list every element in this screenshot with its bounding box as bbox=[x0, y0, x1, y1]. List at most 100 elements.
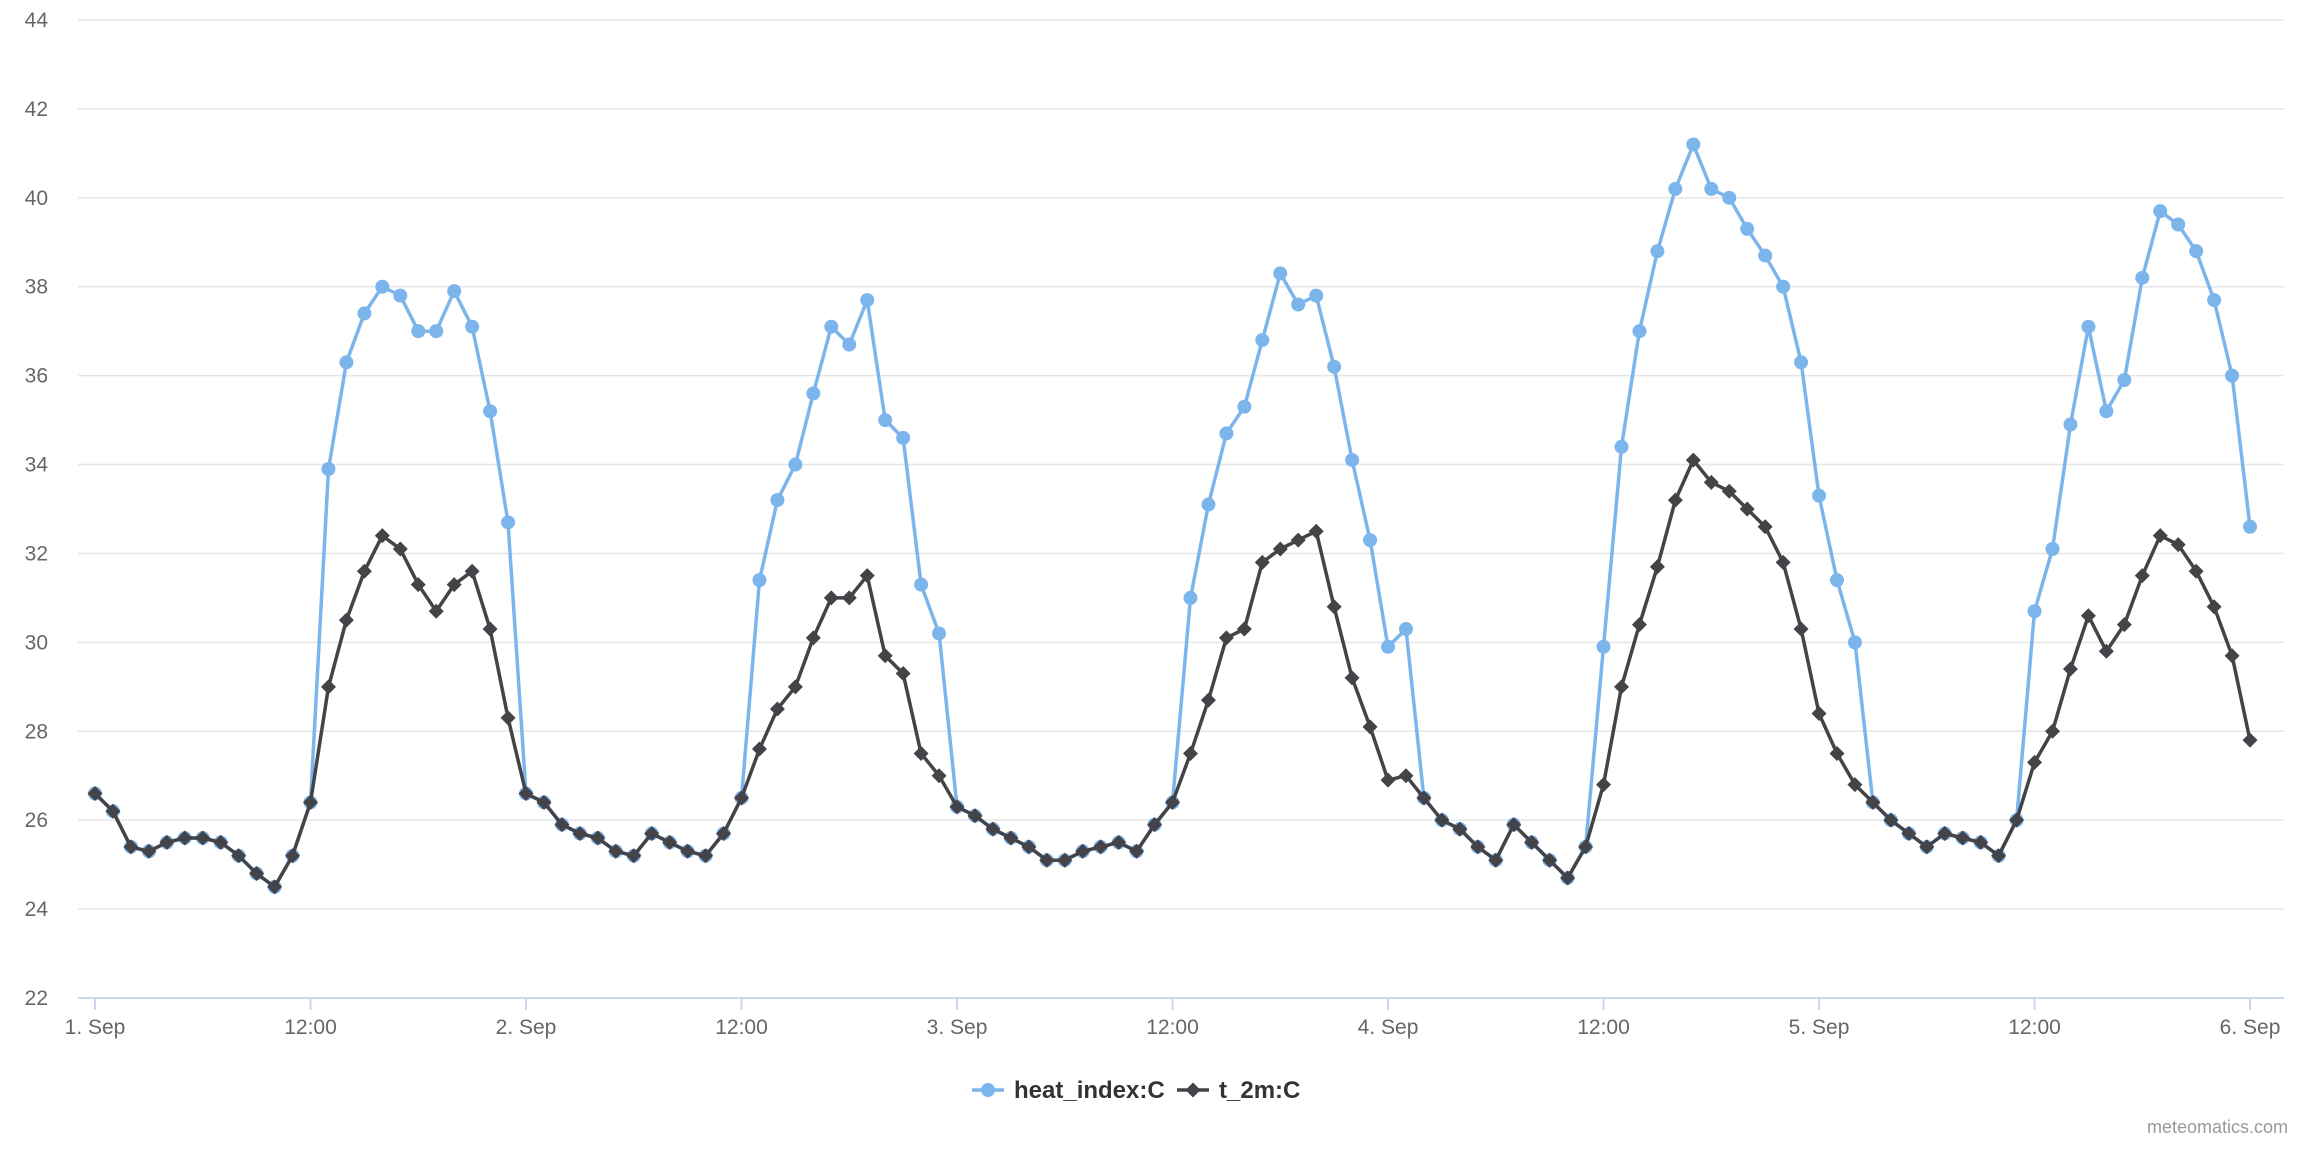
series-line[interactable] bbox=[93, 458, 2252, 889]
data-point[interactable] bbox=[2171, 217, 2186, 232]
data-point[interactable] bbox=[195, 830, 211, 846]
data-point[interactable] bbox=[2045, 542, 2060, 557]
data-point[interactable] bbox=[1165, 794, 1181, 810]
data-point[interactable] bbox=[1075, 843, 1091, 859]
data-point[interactable] bbox=[680, 843, 696, 859]
data-point[interactable] bbox=[1613, 679, 1629, 695]
data-point[interactable] bbox=[177, 830, 193, 846]
data-point[interactable] bbox=[1794, 355, 1809, 370]
data-point[interactable] bbox=[1847, 635, 1862, 650]
data-point[interactable] bbox=[1039, 852, 1055, 868]
data-point[interactable] bbox=[1721, 483, 1737, 499]
data-point[interactable] bbox=[1398, 768, 1414, 784]
data-point[interactable] bbox=[375, 279, 390, 294]
data-point[interactable] bbox=[1326, 599, 1342, 615]
data-point[interactable] bbox=[1003, 830, 1019, 846]
data-point[interactable] bbox=[2063, 417, 2078, 432]
data-point[interactable] bbox=[1452, 821, 1468, 837]
data-point[interactable] bbox=[1327, 359, 1342, 374]
data-point[interactable] bbox=[1668, 181, 1683, 196]
data-point[interactable] bbox=[141, 843, 157, 859]
data-point[interactable] bbox=[878, 413, 893, 428]
data-point[interactable] bbox=[1955, 830, 1971, 846]
data-point[interactable] bbox=[751, 741, 767, 757]
data-point[interactable] bbox=[1596, 777, 1612, 793]
data-point[interactable] bbox=[1757, 519, 1773, 535]
data-point[interactable] bbox=[770, 493, 785, 508]
data-point[interactable] bbox=[2153, 204, 2168, 219]
data-point[interactable] bbox=[1345, 453, 1360, 468]
data-point[interactable] bbox=[1416, 790, 1432, 806]
data-point[interactable] bbox=[500, 710, 516, 726]
data-point[interactable] bbox=[1308, 523, 1324, 539]
data-point[interactable] bbox=[914, 577, 929, 592]
data-point[interactable] bbox=[303, 794, 319, 810]
data-point[interactable] bbox=[1183, 590, 1198, 605]
data-point[interactable] bbox=[465, 319, 480, 334]
series-heat-index-c[interactable] bbox=[88, 137, 2258, 894]
data-point[interactable] bbox=[932, 626, 947, 641]
data-point[interactable] bbox=[1470, 839, 1486, 855]
data-point[interactable] bbox=[1291, 297, 1306, 312]
data-point[interactable] bbox=[823, 590, 839, 606]
data-point[interactable] bbox=[2062, 661, 2078, 677]
data-point[interactable] bbox=[1273, 266, 1288, 281]
data-point[interactable] bbox=[536, 794, 552, 810]
data-point[interactable] bbox=[824, 319, 839, 334]
data-point[interactable] bbox=[2188, 563, 2204, 579]
data-point[interactable] bbox=[1236, 621, 1252, 637]
data-point[interactable] bbox=[357, 306, 372, 321]
data-point[interactable] bbox=[410, 577, 426, 593]
data-point[interactable] bbox=[842, 337, 857, 352]
data-point[interactable] bbox=[123, 839, 139, 855]
data-point[interactable] bbox=[1883, 812, 1899, 828]
data-point[interactable] bbox=[895, 665, 911, 681]
data-point[interactable] bbox=[428, 603, 444, 619]
data-point[interactable] bbox=[1596, 639, 1611, 654]
legend-item[interactable]: t_2m:C bbox=[1177, 1077, 1300, 1104]
data-point[interactable] bbox=[501, 515, 516, 530]
data-point[interactable] bbox=[967, 808, 983, 824]
data-point[interactable] bbox=[1021, 839, 1037, 855]
data-point[interactable] bbox=[1182, 746, 1198, 761]
series-line[interactable] bbox=[93, 142, 2252, 889]
data-point[interactable] bbox=[159, 834, 175, 850]
data-point[interactable] bbox=[2117, 373, 2132, 388]
data-point[interactable] bbox=[105, 803, 121, 819]
data-point[interactable] bbox=[985, 821, 1001, 837]
data-point[interactable] bbox=[1829, 746, 1845, 761]
data-point[interactable] bbox=[447, 284, 462, 299]
data-point[interactable] bbox=[1632, 324, 1647, 339]
data-point[interactable] bbox=[1129, 843, 1145, 859]
data-point[interactable] bbox=[1740, 221, 1755, 236]
data-point[interactable] bbox=[464, 563, 480, 579]
data-point[interactable] bbox=[1775, 554, 1791, 570]
data-point[interactable] bbox=[769, 701, 785, 717]
data-point[interactable] bbox=[716, 826, 732, 842]
data-point[interactable] bbox=[1865, 794, 1881, 810]
data-point[interactable] bbox=[1703, 474, 1719, 490]
data-point[interactable] bbox=[913, 746, 929, 761]
data-point[interactable] bbox=[626, 848, 642, 864]
data-point[interactable] bbox=[1631, 617, 1647, 633]
data-point[interactable] bbox=[662, 834, 678, 850]
data-point[interactable] bbox=[734, 790, 750, 806]
data-point[interactable] bbox=[1111, 834, 1127, 850]
data-point[interactable] bbox=[1524, 834, 1540, 850]
data-point[interactable] bbox=[1200, 692, 1216, 708]
data-point[interactable] bbox=[483, 404, 498, 419]
data-point[interactable] bbox=[1776, 279, 1791, 294]
data-point[interactable] bbox=[644, 826, 660, 842]
data-point[interactable] bbox=[805, 630, 821, 646]
data-point[interactable] bbox=[87, 786, 103, 802]
data-point[interactable] bbox=[1722, 190, 1737, 205]
data-point[interactable] bbox=[752, 573, 767, 588]
data-point[interactable] bbox=[231, 848, 247, 864]
data-point[interactable] bbox=[1991, 848, 2007, 864]
data-point[interactable] bbox=[2044, 723, 2060, 739]
data-point[interactable] bbox=[1309, 288, 1324, 303]
data-point[interactable] bbox=[572, 826, 588, 842]
data-point[interactable] bbox=[356, 563, 372, 579]
data-point[interactable] bbox=[267, 879, 283, 895]
data-point[interactable] bbox=[1290, 532, 1306, 548]
